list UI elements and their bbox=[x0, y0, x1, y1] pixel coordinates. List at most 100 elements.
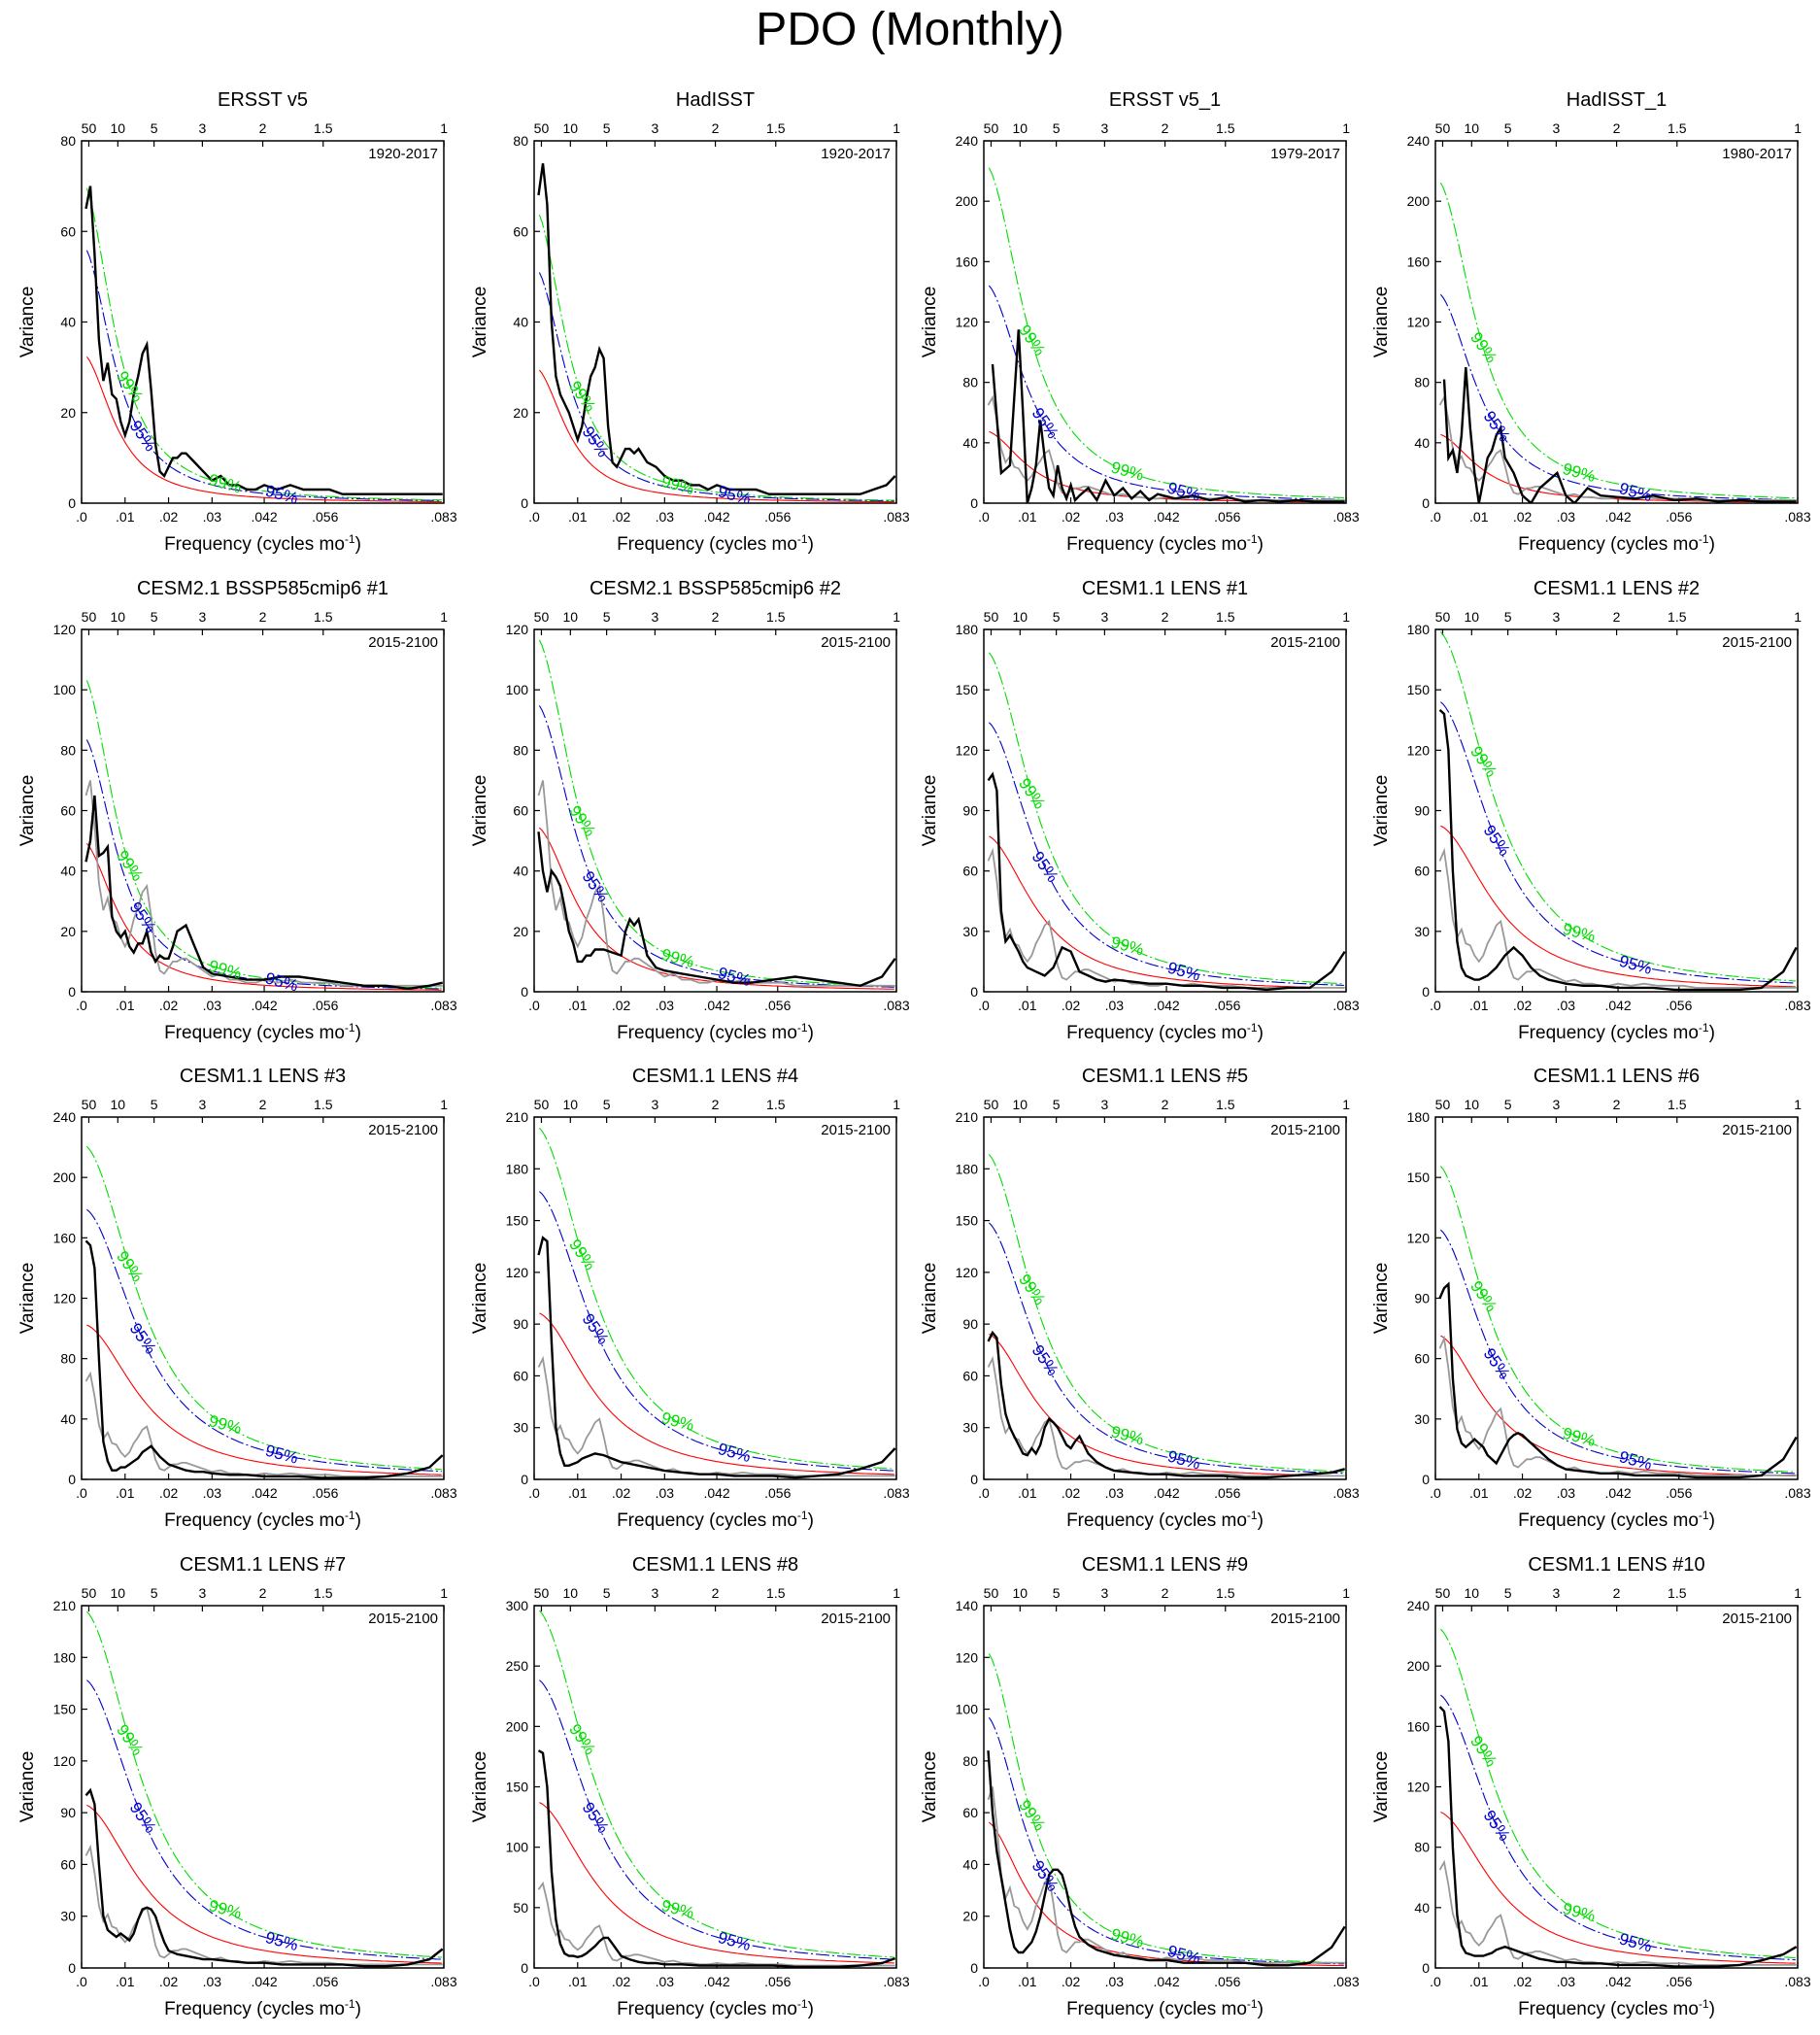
period-tick-label: 1.5 bbox=[766, 120, 786, 136]
plot-area: 99% 95% 99% 95% bbox=[84, 1611, 444, 1968]
observed-reference-spectrum bbox=[84, 1844, 443, 1966]
observed-reference-spectrum bbox=[537, 1355, 895, 1477]
x-tick-label: .03 bbox=[1105, 998, 1125, 1013]
y-tick-label: 240 bbox=[1407, 133, 1431, 149]
plot-frame bbox=[983, 1605, 1347, 1969]
period-tick-label: 1.5 bbox=[314, 1585, 333, 1601]
period-tick-label: 10 bbox=[111, 1097, 126, 1112]
y-tick-label: 60 bbox=[513, 803, 528, 819]
year-range: 2015-2100 bbox=[1270, 634, 1340, 651]
y-tick-label: 160 bbox=[53, 1230, 77, 1245]
x-tick-label: .02 bbox=[1513, 998, 1533, 1013]
ci95-label: 95% bbox=[1165, 959, 1202, 985]
ci99-label: 99% bbox=[1109, 933, 1146, 959]
plot-area: 99% 95% 99% 95% bbox=[987, 1154, 1346, 1479]
power-spectrum-line bbox=[987, 1330, 1346, 1479]
period-tick-label: 50 bbox=[1435, 609, 1451, 625]
period-tick-label: 2 bbox=[259, 609, 267, 625]
ci99-label: 99% bbox=[1015, 775, 1049, 813]
x-axis-label-sup: -1 bbox=[797, 1997, 808, 2011]
x-tick-label: .083 bbox=[1332, 998, 1359, 1013]
x-axis-label-close: ) bbox=[355, 534, 361, 555]
period-tick-label: 5 bbox=[1053, 1097, 1061, 1112]
year-range: 2015-2100 bbox=[1722, 1611, 1792, 1627]
observed-reference-spectrum bbox=[84, 1371, 443, 1477]
spectrum-panel-15: CESM1.1 LENS #9 2015-2100 .0 .01 .02 .03 .042.… bbox=[920, 1554, 1360, 2019]
ci95-label: 95% bbox=[1617, 952, 1654, 978]
period-tick-label: 5 bbox=[151, 609, 158, 625]
x-axis-label: Frequency (cycles mo-1) bbox=[617, 1021, 814, 1043]
ci99-line bbox=[988, 652, 1344, 985]
ci95-line bbox=[86, 1208, 442, 1473]
ci99-line bbox=[1439, 631, 1796, 982]
period-tick-label: 1 bbox=[440, 1097, 448, 1112]
red-noise-line bbox=[85, 356, 442, 503]
y-tick-label: 60 bbox=[1414, 1351, 1430, 1367]
period-tick-label: 5 bbox=[1504, 1585, 1512, 1601]
x-tick-label: .056 bbox=[764, 1974, 791, 1989]
y-axis-label: Variance bbox=[1371, 775, 1392, 847]
x-tick-label: .083 bbox=[1784, 1485, 1810, 1501]
period-tick-label: 1.5 bbox=[766, 1585, 786, 1601]
observed-reference-spectrum bbox=[84, 780, 443, 987]
x-tick-label: .0 bbox=[978, 1974, 990, 1989]
x-tick-label: .056 bbox=[1666, 1485, 1692, 1501]
ci99-label: 99% bbox=[565, 378, 599, 416]
ci95-label: 95% bbox=[1617, 1447, 1654, 1474]
year-range: 2015-2100 bbox=[1270, 1611, 1340, 1627]
y-tick-label: 0 bbox=[970, 1960, 978, 1976]
spectrum-panel-16: CESM1.1 LENS #10 2015-2100 .0 .01 .02 .03 .042… bbox=[1371, 1554, 1811, 2019]
x-axis-label-close: ) bbox=[1258, 1999, 1264, 2019]
ci99-label: 99% bbox=[113, 368, 147, 406]
power-spectrum-line bbox=[991, 329, 1345, 503]
spectrum-panel-7: CESM1.1 LENS #1 2015-2100 .0 .01 .02 .03 .042.… bbox=[920, 578, 1360, 1043]
panel-title: CESM1.1 LENS #7 bbox=[180, 1554, 346, 1576]
panel-title: CESM1.1 LENS #8 bbox=[632, 1554, 798, 1576]
period-tick-label: 10 bbox=[1013, 120, 1028, 136]
x-axis-label-main: Frequency (cycles mo bbox=[617, 1023, 797, 1043]
period-tick-label: 1.5 bbox=[1216, 1585, 1235, 1601]
year-range: 2015-2100 bbox=[1722, 1122, 1792, 1138]
x-tick-label: .02 bbox=[612, 1974, 631, 1989]
x-tick-label: .083 bbox=[430, 1485, 456, 1501]
period-tick-label: 5 bbox=[1053, 120, 1061, 136]
x-tick-label: .03 bbox=[203, 509, 222, 525]
x-tick-label: .0 bbox=[978, 1485, 990, 1501]
y-tick-label: 180 bbox=[956, 622, 979, 637]
y-axis-label: Variance bbox=[920, 775, 940, 847]
y-tick-label: 80 bbox=[60, 133, 76, 149]
period-tick-label: 10 bbox=[1465, 609, 1480, 625]
y-tick-label: 30 bbox=[1414, 1411, 1430, 1427]
period-tick-label: 1 bbox=[440, 1585, 448, 1601]
ci99-line bbox=[1439, 1628, 1796, 1959]
period-tick-label: 1.5 bbox=[766, 609, 786, 625]
x-tick-label: .01 bbox=[1469, 1974, 1489, 1989]
ci99-label: 99% bbox=[207, 957, 244, 983]
y-tick-label: 20 bbox=[962, 1909, 978, 1924]
x-tick-label: .0 bbox=[76, 998, 87, 1013]
x-axis-label-sup: -1 bbox=[345, 1021, 355, 1034]
x-tick-label: .083 bbox=[1332, 1974, 1359, 1989]
y-tick-label: 20 bbox=[513, 405, 528, 421]
x-axis-label-sup: -1 bbox=[345, 1509, 355, 1522]
y-tick-label: 90 bbox=[962, 1316, 978, 1332]
y-tick-label: 150 bbox=[956, 682, 979, 697]
y-tick-label: 150 bbox=[506, 1213, 529, 1229]
x-axis-label-sup: -1 bbox=[1699, 532, 1709, 546]
x-tick-label: .01 bbox=[1469, 1485, 1489, 1501]
spectrum-panel-12: CESM1.1 LENS #6 2015-2100 .0 .01 .02 .03 .042.… bbox=[1371, 1066, 1811, 1531]
y-axis-label: Variance bbox=[1371, 1751, 1392, 1823]
red-noise-line bbox=[989, 1333, 1344, 1476]
ci99-line bbox=[85, 187, 442, 501]
period-tick-label: 1 bbox=[1342, 1585, 1350, 1601]
observed-reference-spectrum bbox=[537, 1881, 895, 1967]
ci95-label: 95% bbox=[126, 1320, 160, 1358]
y-tick-label: 200 bbox=[506, 1718, 529, 1734]
period-tick-label: 2 bbox=[1162, 1097, 1169, 1112]
x-axis-label: Frequency (cycles mo-1) bbox=[164, 1997, 361, 2019]
x-tick-label: .02 bbox=[1062, 1974, 1081, 1989]
x-tick-label: .056 bbox=[312, 1485, 338, 1501]
y-tick-label: 80 bbox=[60, 742, 76, 758]
x-tick-label: .042 bbox=[703, 998, 729, 1013]
x-axis-label-main: Frequency (cycles mo bbox=[1066, 534, 1247, 555]
